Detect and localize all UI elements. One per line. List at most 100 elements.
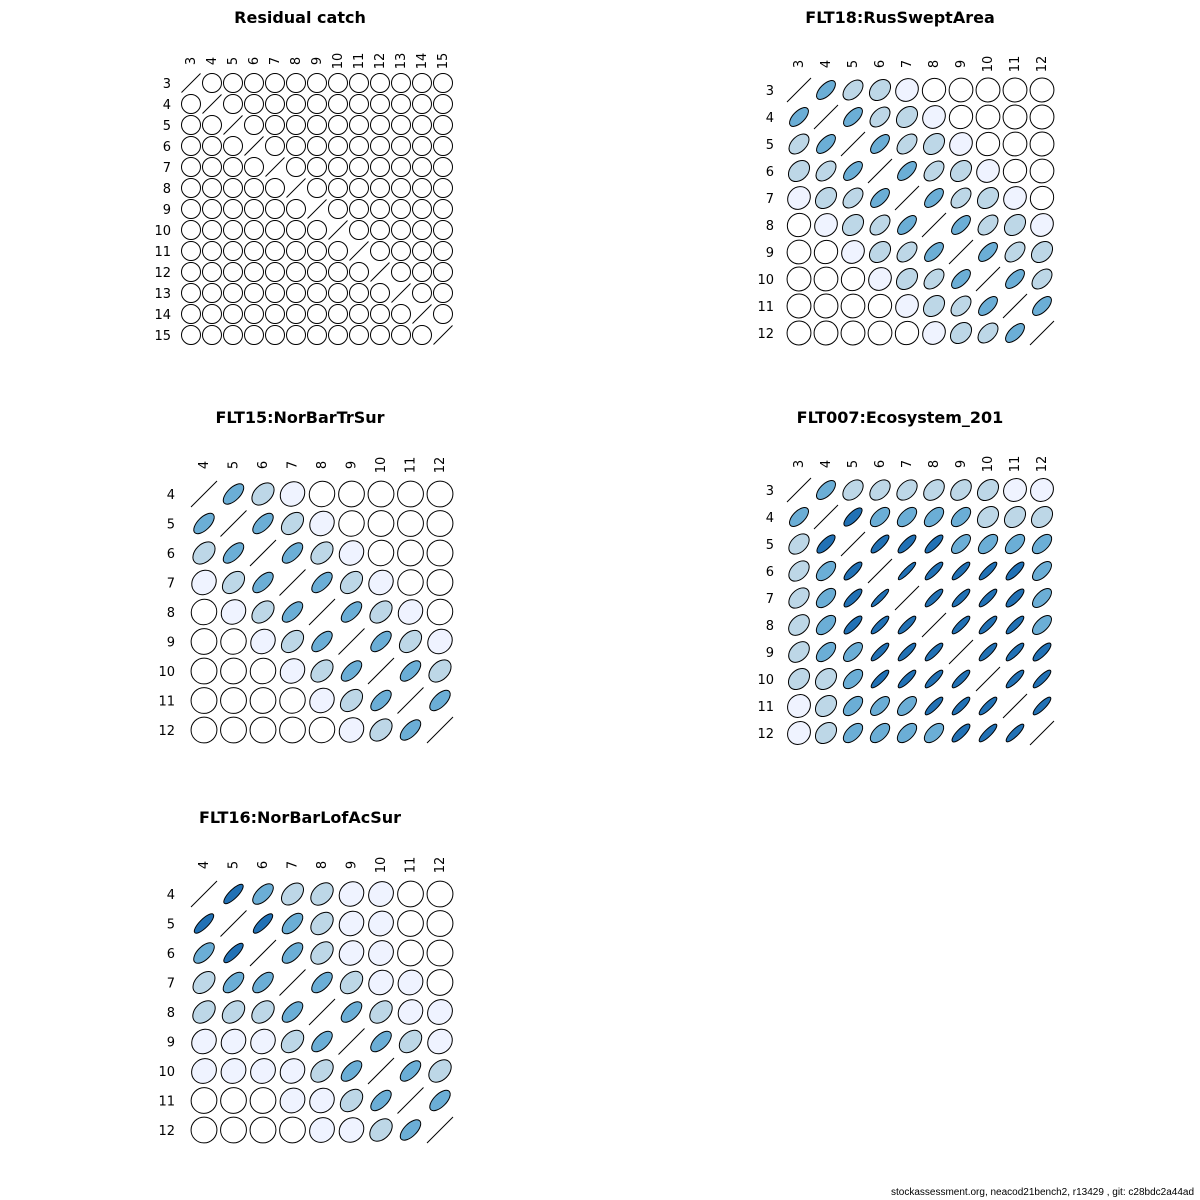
correlation-ellipse [869,506,891,528]
correlation-ellipse [286,199,306,220]
correlation-ellipse [181,241,201,261]
diagonal-mark [244,136,264,156]
correlation-ellipse [328,262,348,282]
correlation-ellipse [191,1058,217,1084]
correlation-ellipse [181,93,201,114]
correlation-ellipse [338,540,365,566]
correlation-ellipse [192,1000,216,1024]
column-tick-label: 11 [404,857,419,874]
correlation-ellipse [349,157,369,177]
correlation-ellipse [1030,478,1054,502]
correlation-ellipse [412,241,432,261]
correlation-ellipse [814,721,838,745]
correlation-ellipse [310,659,334,683]
correlation-ellipse [190,1116,218,1144]
correlation-ellipse [280,511,305,536]
diagonal-mark [813,104,839,130]
row-tick-label: 11 [154,245,171,260]
correlation-ellipse [951,561,971,581]
correlation-ellipse [339,570,364,595]
column-tick-label: 4 [205,57,220,65]
row-tick-label: 6 [163,140,171,155]
correlation-ellipse [787,694,811,718]
correlation-ellipse [843,161,863,181]
correlation-ellipse [428,1059,452,1083]
correlation-ellipse [427,999,453,1025]
correlation-ellipse [223,136,243,156]
column-tick-label: 6 [247,57,262,65]
correlation-ellipse [399,1060,422,1082]
correlation-ellipse [202,241,222,261]
correlation-ellipse [310,1059,334,1083]
correlation-ellipse [399,1119,422,1141]
row-tick-label: 10 [158,1065,175,1080]
row-tick-label: 7 [163,161,171,176]
correlation-ellipse [399,719,422,741]
correlation-ellipse [426,480,454,508]
correlation-ellipse [220,1058,247,1084]
correlation-ellipse [338,510,365,537]
correlation-ellipse [220,628,247,655]
diagonal-mark [367,657,395,685]
correlation-ellipse [397,480,424,508]
correlation-ellipse [251,1000,275,1024]
correlation-ellipse [339,970,364,995]
diagonal-mark [1002,293,1028,319]
correlation-ellipse [978,296,998,316]
correlation-ellipse [412,325,432,345]
correlation-ellipse [922,294,946,318]
correlation-ellipse [250,1028,276,1055]
correlation-ellipse [433,262,453,282]
row-tick-label: 8 [167,606,175,621]
correlation-ellipse [190,716,218,744]
correlation-ellipse [951,615,971,635]
correlation-ellipse [1031,533,1053,555]
correlation-ellipse [280,1029,305,1054]
correlation-ellipse [870,642,890,662]
correlation-ellipse [281,601,304,623]
correlation-ellipse [265,241,285,261]
correlation-ellipse [338,940,365,966]
correlation-ellipse [977,322,999,344]
diagonal-mark [338,628,365,655]
correlation-ellipse [842,79,864,101]
diagonal-mark [867,558,893,584]
correlation-ellipse [223,199,243,219]
row-tick-label: 9 [766,646,774,661]
row-tick-label: 10 [757,673,774,688]
column-tick-label: 5 [226,57,241,65]
row-tick-label: 12 [757,727,774,742]
correlation-ellipse [281,942,304,964]
correlation-ellipse [307,262,327,282]
column-tick-label: 12 [373,53,388,70]
diagonal-mark [921,612,947,638]
correlation-ellipse [977,214,999,236]
diagonal-mark [308,598,336,626]
correlation-ellipse [190,598,218,626]
correlation-ellipse [391,241,411,261]
correlation-ellipse [220,1087,247,1114]
correlation-ellipse [338,910,365,937]
correlation-ellipse [367,480,395,508]
correlation-ellipse [1029,77,1055,103]
correlation-ellipse [244,73,264,94]
column-tick-label: 3 [792,460,807,468]
correlation-ellipse [265,220,285,241]
correlation-ellipse [433,73,453,93]
correlation-ellipse [286,325,306,345]
correlation-ellipse [843,507,863,527]
correlation-ellipse [923,268,945,290]
correlation-ellipse [307,115,327,135]
diagonal-mark [367,1057,395,1085]
diagonal-mark [181,73,201,93]
correlation-ellipse [311,1030,333,1053]
correlation-ellipse [311,571,333,594]
row-tick-label: 5 [766,538,774,553]
correlation-ellipse [223,241,243,261]
correlation-ellipse [252,913,274,934]
row-tick-label: 8 [163,182,171,197]
correlation-ellipse [426,569,454,596]
correlation-ellipse [867,320,893,346]
diagonal-mark [975,266,1001,292]
correlation-ellipse [897,615,917,635]
